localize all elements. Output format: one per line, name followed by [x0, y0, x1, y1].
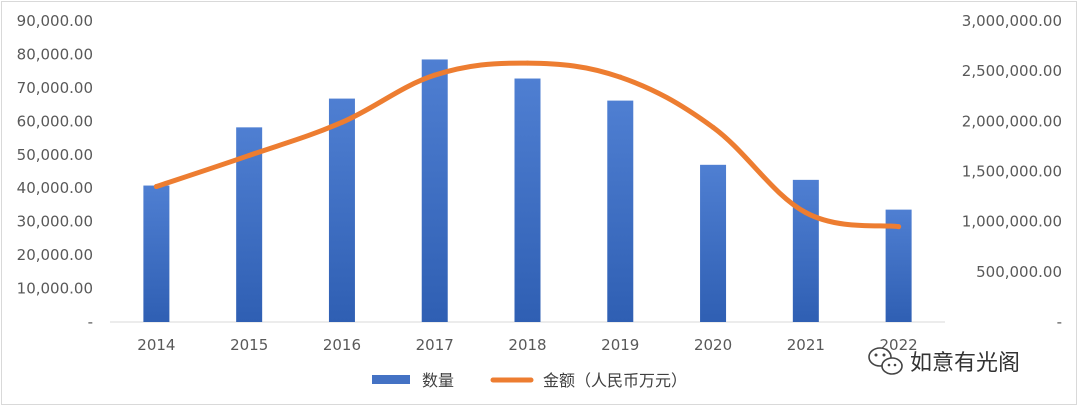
- watermark: 如意有光阁: [868, 347, 1020, 376]
- y-left-tick-label: -: [88, 313, 93, 331]
- quantity-bar: [792, 179, 819, 322]
- legend: 数量 金额（人民币万元）: [372, 371, 687, 390]
- quantity-bar: [328, 98, 355, 322]
- amount-line-series: [153, 60, 902, 230]
- y-right-tick-label: 1,000,000.00: [962, 213, 1062, 231]
- y-right-tick-label: -: [1057, 313, 1062, 331]
- y-right-tick-label: 2,000,000.00: [962, 112, 1062, 130]
- y-left-tick-label: 80,000.00: [17, 45, 93, 63]
- y-left-tick-label: 40,000.00: [17, 179, 93, 197]
- x-tick-label: 2018: [508, 336, 546, 354]
- y-right-tick-label: 3,000,000.00: [962, 12, 1062, 30]
- bars: [143, 59, 912, 322]
- quantity-bar: [514, 78, 541, 322]
- y-left-tick-label: 30,000.00: [17, 213, 93, 231]
- amount-point: [153, 184, 159, 190]
- y-left-tick-label: 10,000.00: [17, 280, 93, 298]
- y-right-tick-label: 1,500,000.00: [962, 163, 1062, 181]
- y-left-tick-label: 70,000.00: [17, 79, 93, 97]
- x-tick-label: 2019: [601, 336, 639, 354]
- legend-label-quantity: 数量: [422, 371, 454, 390]
- amount-point: [617, 74, 623, 80]
- amount-point: [710, 124, 716, 130]
- x-tick-label: 2017: [416, 336, 454, 354]
- y-right-tick-label: 500,000.00: [976, 263, 1062, 281]
- quantity-bar: [607, 100, 634, 322]
- quantity-bar: [421, 59, 448, 322]
- x-tick-label: 2014: [137, 336, 175, 354]
- amount-point: [803, 210, 809, 216]
- amount-point: [339, 119, 345, 125]
- legend-bar-swatch: [372, 375, 410, 384]
- y-left-tick-label: 50,000.00: [17, 146, 93, 164]
- amount-point: [246, 152, 252, 158]
- x-tick-label: 2022: [880, 336, 918, 354]
- quantity-bar: [700, 164, 727, 322]
- y-left-tick-label: 90,000.00: [17, 12, 93, 30]
- watermark-text: 如意有光阁: [910, 351, 1020, 376]
- legend-label-amount: 金额（人民币万元）: [543, 371, 687, 390]
- y-right-tick-label: 2,500,000.00: [962, 62, 1062, 80]
- wechat-icon: [868, 347, 903, 375]
- amount-point: [525, 60, 530, 66]
- amount-point: [432, 72, 438, 78]
- x-tick-label: 2015: [230, 336, 268, 354]
- y-left-tick-label: 20,000.00: [17, 246, 93, 264]
- quantity-bar: [143, 185, 170, 322]
- x-tick-label: 2020: [694, 336, 732, 354]
- x-tick-label: 2021: [787, 336, 825, 354]
- amount-point: [896, 224, 902, 230]
- y-left-tick-label: 60,000.00: [17, 112, 93, 130]
- x-tick-label: 2016: [323, 336, 361, 354]
